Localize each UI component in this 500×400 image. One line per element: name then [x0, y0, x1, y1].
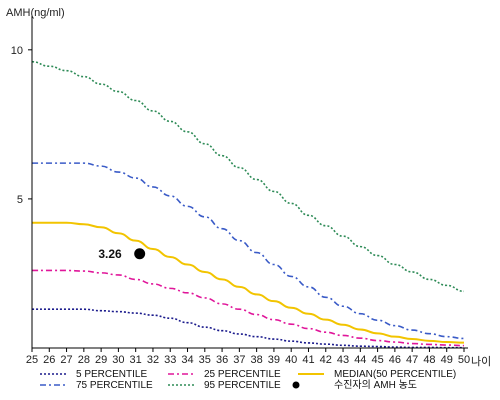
- x-tick-label: 25: [26, 354, 38, 366]
- x-tick-label: 50: [458, 354, 470, 366]
- series-line-p25: [32, 269, 465, 347]
- x-tick-label: 33: [164, 354, 176, 366]
- x-tick-label: 30: [112, 354, 124, 366]
- series-line-p5: [32, 308, 464, 349]
- x-tick-label: 47: [406, 354, 418, 366]
- legend-item-p25: 25 PERCENTILE: [168, 369, 281, 380]
- x-tick-label: 35: [199, 354, 211, 366]
- legend-marker-swatch: [292, 381, 300, 389]
- legend-item-p50: MEDIAN(50 PERCENTILE): [298, 369, 456, 380]
- x-tick-label: 45: [371, 354, 383, 366]
- legend: 5 PERCENTILE 25 PERCENTILE MEDIAN(50 PERCE…: [40, 369, 456, 391]
- x-tick-label: 28: [78, 354, 90, 366]
- x-tick-label: 43: [337, 354, 349, 366]
- marker-point: [134, 248, 146, 260]
- legend-item-p95: 95 PERCENTILE: [168, 380, 281, 391]
- x-tick-label: 46: [389, 354, 401, 366]
- x-tick-label: 31: [130, 354, 142, 366]
- legend-label: 75 PERCENTILE: [76, 380, 153, 391]
- x-tick-label: 29: [95, 354, 107, 366]
- x-axis-title: 나이: [471, 355, 491, 368]
- x-tick-label: 27: [60, 354, 72, 366]
- x-tick-label: 39: [268, 354, 280, 366]
- legend-item-marker: 수진자의 AMH 농도: [292, 379, 417, 391]
- series-line-p95: [31, 60, 465, 293]
- series-line-p50: [32, 221, 465, 344]
- chart-axes: [28, 16, 468, 352]
- x-tick-label: 37: [233, 354, 245, 366]
- tick-labels: 25 26 27 28 29 30 31 32 33 34 35 36 37 38 39 40 41 42 43 44…: [11, 45, 470, 366]
- legend-label: MEDIAN(50 PERCENTILE): [334, 369, 456, 380]
- x-tick-label: 38: [251, 354, 263, 366]
- x-tick-label: 42: [320, 354, 332, 366]
- x-tick-label: 41: [302, 354, 314, 366]
- y-tick-label: 10: [11, 45, 23, 57]
- y-axis-title: AMH(ng/ml): [6, 7, 65, 19]
- percentile-curves: [31, 60, 465, 349]
- x-tick-label: 44: [354, 354, 366, 366]
- legend-item-p5: 5 PERCENTILE: [40, 369, 147, 380]
- patient-marker: 3.26: [98, 247, 146, 261]
- x-tick-label: 49: [441, 354, 453, 366]
- x-tick-label: 48: [423, 354, 435, 366]
- legend-label: 수진자의 AMH 농도: [334, 379, 417, 391]
- x-tick-label: 34: [181, 354, 193, 366]
- x-tick-label: 36: [216, 354, 228, 366]
- x-tick-label: 32: [147, 354, 159, 366]
- x-tick-label: 40: [285, 354, 297, 366]
- legend-item-p75: 75 PERCENTILE: [40, 380, 153, 391]
- x-tick-label: 26: [43, 354, 55, 366]
- legend-label: 95 PERCENTILE: [204, 380, 281, 391]
- series-line-p75: [31, 162, 465, 340]
- legend-label: 25 PERCENTILE: [204, 369, 281, 380]
- marker-value-label: 3.26: [98, 247, 122, 261]
- y-tick-label: 5: [17, 194, 23, 206]
- legend-label: 5 PERCENTILE: [76, 369, 147, 380]
